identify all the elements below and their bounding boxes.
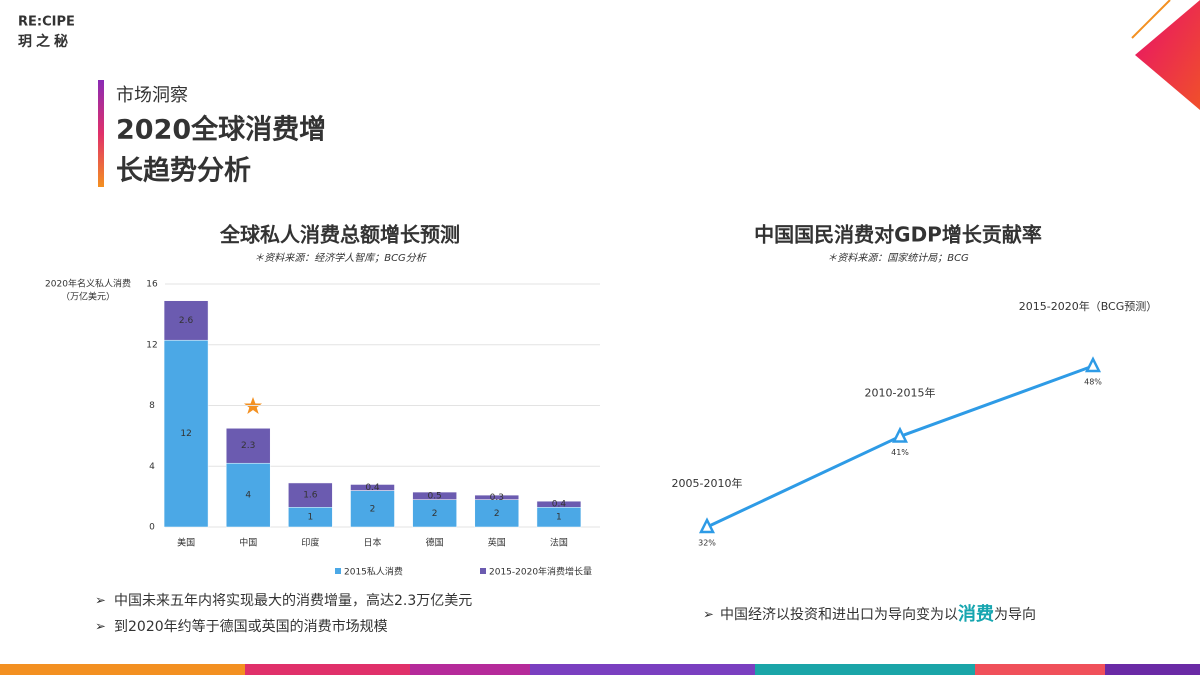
value-label: 2.6 bbox=[179, 316, 194, 326]
bullet-arrow: ➢ bbox=[95, 620, 106, 635]
bottom-strip bbox=[0, 664, 1200, 675]
bar-segment bbox=[350, 484, 395, 491]
slide-title: 长趋势分析 bbox=[116, 156, 251, 187]
bar-segment bbox=[225, 428, 271, 464]
slide-title: 2020全球消费增 bbox=[116, 114, 326, 146]
value-label: 2 bbox=[432, 509, 438, 519]
bar-segment bbox=[412, 491, 457, 500]
logo-name: 玥之秘 bbox=[18, 33, 72, 50]
x-category-label: 2010-2015年 bbox=[865, 385, 936, 399]
x-tick-label: 中国 bbox=[239, 537, 257, 549]
bar-segment bbox=[288, 482, 333, 508]
y-axis-label: （万亿美元） bbox=[61, 291, 115, 303]
chart-title: 全球私人消费总额增长预测 bbox=[219, 223, 460, 247]
bullet-text: 中国未来五年内将实现最大的消费增量，高达2.3万亿美元 bbox=[114, 592, 472, 609]
y-tick-label: 4 bbox=[149, 462, 155, 472]
value-label: 2.3 bbox=[241, 441, 255, 451]
bar-segment bbox=[225, 462, 271, 528]
chart-source: ＊资料来源：国家统计局；BCG bbox=[827, 252, 969, 264]
value-label: 12 bbox=[180, 429, 191, 439]
legend-swatch bbox=[335, 568, 341, 574]
value-label: 2 bbox=[370, 504, 376, 514]
value-label: 41% bbox=[891, 448, 909, 457]
value-label: 0.3 bbox=[490, 493, 504, 503]
value-label: 4 bbox=[245, 491, 251, 501]
value-label: 0.4 bbox=[365, 483, 380, 493]
legend-label: 2015私人消费 bbox=[344, 566, 403, 578]
x-tick-label: 印度 bbox=[301, 537, 319, 549]
bullet-arrow: ➢ bbox=[703, 608, 714, 623]
corner-deco bbox=[1135, 0, 1200, 110]
value-label: 32% bbox=[698, 539, 716, 548]
bar-segment bbox=[163, 300, 209, 341]
legend-label: 2015-2020年消费增长量 bbox=[489, 566, 592, 578]
value-label: 48% bbox=[1084, 378, 1102, 387]
value-label: 1.6 bbox=[303, 491, 318, 501]
chart-source: ＊资料来源：经济学人智库；BCG分析 bbox=[254, 252, 427, 264]
bar-segment bbox=[474, 494, 520, 500]
section-label: 市场洞察 bbox=[116, 85, 188, 106]
y-tick-label: 0 bbox=[149, 523, 155, 533]
value-label: 2 bbox=[494, 509, 500, 519]
marker bbox=[698, 517, 716, 534]
x-tick-label: 日本 bbox=[363, 537, 381, 549]
x-category-label: 2015-2020年（BCG预测） bbox=[1019, 299, 1158, 313]
logo-brand: RE:CIPE bbox=[18, 15, 75, 30]
title-bar bbox=[98, 80, 104, 187]
x-tick-label: 德国 bbox=[426, 537, 444, 549]
y-axis-label: 2020年名义私人消费 bbox=[45, 278, 131, 290]
marker bbox=[1084, 356, 1102, 373]
value-label: 0.5 bbox=[427, 491, 441, 501]
bullet-arrow: ➢ bbox=[95, 594, 106, 609]
y-tick-label: 8 bbox=[149, 401, 155, 411]
bullet-part: 消费 bbox=[958, 603, 994, 625]
bullet-part: 为导向 bbox=[994, 607, 1036, 623]
corner-line bbox=[1131, 0, 1171, 39]
value-label: 1 bbox=[307, 513, 313, 523]
y-tick-label: 16 bbox=[146, 280, 158, 290]
bullet-text: 中国经济以投资和进出口为导向变为以消费为导向 bbox=[720, 603, 1036, 625]
x-tick-label: 英国 bbox=[488, 537, 506, 549]
bullet-text: 到2020年约等于德国或英国的消费市场规模 bbox=[114, 618, 388, 635]
bullet-part: 中国经济以投资和进出口为导向变为以 bbox=[720, 607, 958, 623]
bar-segment bbox=[536, 500, 582, 508]
bar-segment bbox=[350, 490, 395, 528]
chart-title: 中国国民消费对GDP增长贡献率 bbox=[754, 223, 1042, 247]
legend-swatch bbox=[480, 568, 486, 574]
value-label: 1 bbox=[556, 513, 562, 523]
y-tick-label: 12 bbox=[146, 340, 157, 350]
x-tick-label: 美国 bbox=[177, 537, 195, 549]
x-category-label: 2005-2010年 bbox=[672, 476, 743, 490]
x-tick-label: 法国 bbox=[550, 537, 568, 549]
value-label: 0.4 bbox=[552, 500, 567, 510]
marker bbox=[891, 426, 909, 443]
